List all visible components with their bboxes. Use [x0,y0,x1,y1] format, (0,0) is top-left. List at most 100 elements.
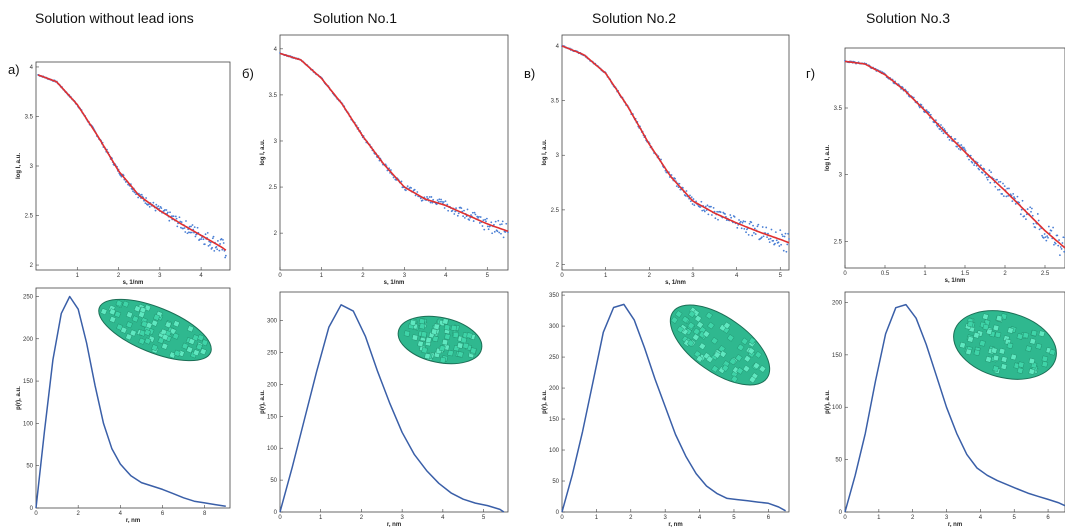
model-bead [460,337,468,344]
model-bead [696,321,704,329]
exp-point [975,164,978,167]
model-bead [168,351,176,359]
plot-frame [279,291,509,513]
exp-point [404,189,407,192]
model-bead [441,339,449,346]
exp-point [700,200,703,203]
y-tick-label: 150 [832,353,843,359]
chart-4: 0 1 2 3 4 5 2 2.5 3 3.5 4 s, 1/nm log I, a.u. [542,34,790,286]
exp-point [182,227,184,230]
x-axis-label: r, nm [668,522,682,528]
y-tick-label: 2 [274,231,278,237]
x-tick-label: 4 [979,515,983,521]
x-tick-label: 0 [560,273,564,279]
exp-point [194,235,197,238]
exp-point [180,221,183,223]
model-bead [411,334,419,341]
exp-point [980,164,982,167]
model-bead [710,337,719,345]
model-bead [151,344,159,352]
model-bead [736,367,744,375]
exp-point [678,182,681,185]
exp-point [699,206,702,208]
exp-point [772,239,775,242]
model-bead [425,336,432,344]
exp-point [1005,195,1008,198]
x-tick-label: 0 [278,515,282,521]
exp-point [714,217,717,220]
exp-point [730,216,733,219]
exp-point [963,146,965,149]
model-bead [718,345,726,353]
exp-point [178,216,181,219]
exp-point [744,220,747,223]
exp-point [781,235,784,238]
exp-point [959,148,962,151]
exp-point [761,226,764,228]
model-bead [688,310,696,318]
exp-point [780,243,783,246]
chart-0: 1 2 3 4 2 2.5 3 3.5 4 s, 1/nm log I, a.u. [16,61,231,286]
exp-point [470,214,472,216]
exp-point [135,193,137,196]
exp-point [742,220,745,223]
x-tick-label: 1 [877,515,881,521]
model-bead [1016,333,1024,340]
model-bead [735,354,743,362]
model-bead [409,319,417,326]
exp-point [485,217,488,220]
model-bead [186,346,194,354]
y-tick-label: 0 [556,510,560,516]
y-tick-label: 150 [267,414,278,420]
bead-model-2 [669,304,771,386]
x-tick-label: 3 [403,273,407,279]
exp-point [960,144,963,146]
model-bead [201,339,209,347]
exp-point [704,205,707,208]
exp-point [175,217,178,220]
exp-point [1021,199,1024,202]
exp-point [774,242,776,245]
x-tick-label: 3 [691,273,695,279]
exp-point [219,243,221,245]
exp-point [692,198,695,200]
exp-point [1059,246,1062,248]
model-bead [153,313,161,321]
model-bead [743,354,752,363]
exp-point [710,205,712,208]
exp-point [478,222,481,224]
exp-point [1059,254,1061,257]
x-tick-label: 3 [400,515,404,521]
column-title-1: Solution No.1 [313,10,398,26]
exp-point [185,220,187,222]
exp-point [428,196,431,198]
model-bead [748,375,757,384]
exp-point [1060,248,1063,250]
exp-point [457,212,460,215]
model-bead [143,329,151,337]
x-axis-label: s, 1/nm [945,278,966,284]
exp-point [426,196,428,198]
exp-point [1056,234,1059,237]
exp-point [1002,195,1005,197]
exp-point [221,248,224,251]
exp-point [989,181,992,184]
model-bead [992,324,1000,332]
exp-point [770,228,773,231]
model-bead [758,365,767,373]
exp-point [1020,208,1023,211]
exp-point [786,243,789,246]
x-tick-label: 2.5 [1041,271,1050,277]
exp-point [990,171,993,174]
model-bead [173,349,181,357]
exp-point [1045,239,1048,242]
exp-point [1053,243,1055,246]
exp-point [1013,196,1015,198]
exp-point [725,219,728,222]
exp-point [183,227,186,229]
exp-point [202,238,205,241]
model-bead [1035,343,1043,350]
exp-point [421,199,424,202]
model-bead [164,321,172,329]
model-bead [998,347,1006,355]
